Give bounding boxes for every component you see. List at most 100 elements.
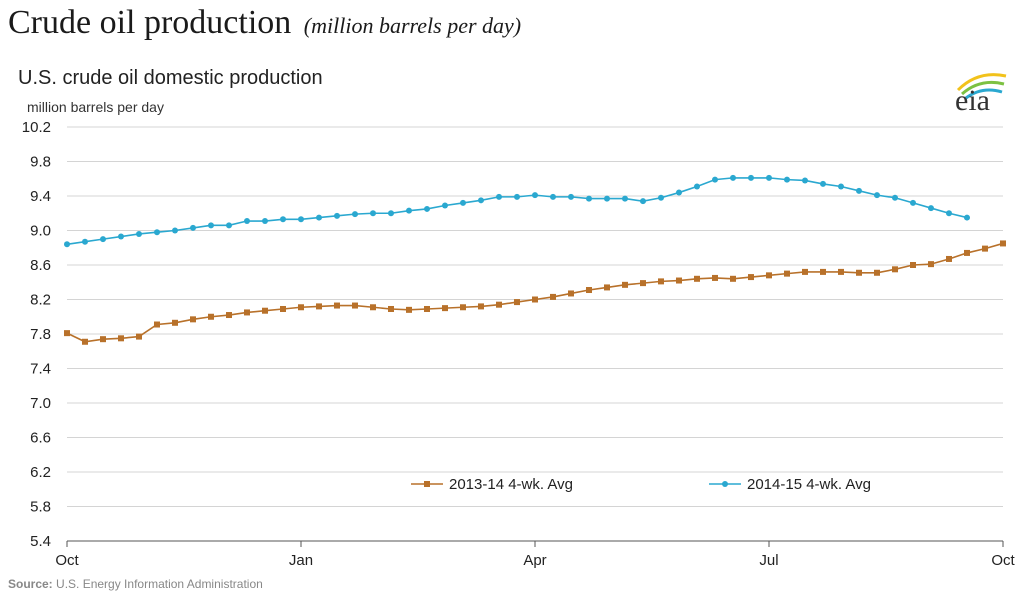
data-point	[856, 269, 862, 276]
data-point	[676, 189, 682, 196]
series-line-1	[66, 242, 1004, 343]
data-point	[460, 304, 466, 311]
data-point	[982, 245, 988, 252]
data-point	[730, 275, 736, 282]
data-point	[568, 193, 574, 200]
y-tick-label: 6.2	[30, 464, 51, 481]
legend-label: 2014-15 4-wk. Avg	[747, 476, 871, 493]
data-point	[172, 227, 178, 234]
data-point	[496, 193, 502, 200]
data-point	[64, 241, 70, 248]
y-axis-label: million barrels per day	[27, 99, 164, 115]
data-point	[532, 296, 538, 303]
data-point	[946, 210, 952, 217]
data-point	[784, 270, 790, 277]
data-point	[604, 195, 610, 202]
x-tick-label: Apr	[523, 552, 546, 569]
data-point	[640, 280, 646, 287]
legend-marker	[424, 481, 430, 487]
y-tick-label: 7.4	[30, 361, 51, 378]
data-point	[514, 193, 520, 200]
data-point	[172, 319, 178, 326]
eia-logo-arc-blue	[965, 88, 1003, 100]
data-point	[820, 180, 826, 187]
chart-title: U.S. crude oil domestic production	[18, 67, 323, 89]
data-point	[640, 198, 646, 205]
grid	[67, 126, 1003, 507]
data-point	[874, 269, 880, 276]
data-point	[478, 197, 484, 204]
data-point	[568, 290, 574, 297]
data-point	[910, 262, 916, 268]
data-point	[586, 195, 592, 202]
x-tick-label: Oct	[991, 552, 1015, 569]
data-point	[118, 335, 124, 342]
data-point	[838, 268, 844, 275]
data-point	[370, 304, 376, 311]
legend: 2013-14 4-wk. Avg 2014-15 4-wk. Avg	[411, 476, 871, 493]
source-note: Source: U.S. Energy Information Administ…	[8, 577, 263, 591]
y-tick-label: 9.4	[30, 188, 51, 205]
data-point	[712, 274, 718, 281]
x-tick-label: Jul	[759, 552, 778, 569]
data-point	[190, 316, 196, 323]
data-point	[280, 216, 286, 223]
data-point	[748, 174, 754, 181]
x-tick-label: Oct	[55, 552, 79, 569]
data-point	[136, 333, 142, 340]
data-point	[208, 313, 214, 320]
y-tick-label: 5.8	[30, 499, 51, 516]
series-lines	[64, 174, 1006, 345]
data-point	[550, 193, 556, 200]
data-point	[604, 284, 610, 291]
data-point	[676, 277, 682, 284]
data-point	[208, 222, 214, 229]
data-point	[316, 303, 322, 310]
data-point	[550, 293, 556, 300]
y-tick-label: 9.8	[30, 154, 51, 171]
data-point	[154, 321, 160, 328]
data-point	[1000, 240, 1006, 247]
data-point	[442, 305, 448, 312]
y-tick-label: 7.8	[30, 326, 51, 343]
data-point	[352, 302, 358, 309]
data-point	[100, 336, 106, 343]
eia-logo-arc-yellow	[956, 73, 1007, 92]
data-point	[766, 174, 772, 181]
data-point	[118, 233, 124, 240]
data-point	[388, 305, 394, 312]
data-point	[388, 210, 394, 217]
data-point	[190, 224, 196, 231]
data-point	[694, 183, 700, 190]
data-point	[838, 183, 844, 190]
data-point	[820, 268, 826, 275]
y-tick-label: 8.2	[30, 292, 51, 309]
data-point	[694, 275, 700, 282]
data-point	[262, 218, 268, 225]
eia-logo-text: eia	[955, 84, 990, 117]
data-point	[82, 338, 88, 345]
data-point	[64, 330, 70, 337]
y-tick-label: 7.0	[30, 395, 51, 412]
x-tick-label: Jan	[289, 552, 313, 569]
data-point	[748, 274, 754, 281]
data-point	[496, 301, 502, 308]
eia-logo-arc-green	[961, 80, 1005, 96]
y-tick-label: 6.6	[30, 430, 51, 447]
data-point	[262, 307, 268, 314]
series-line-2	[66, 177, 968, 246]
y-tick-label: 5.4	[30, 533, 51, 550]
data-point	[100, 236, 106, 243]
data-point	[244, 309, 250, 316]
data-point	[784, 176, 790, 183]
data-point	[622, 281, 628, 288]
data-point	[856, 187, 862, 194]
data-point	[766, 272, 772, 279]
headline-title: Crude oil production	[8, 4, 292, 41]
data-point	[226, 312, 232, 319]
data-point	[730, 174, 736, 181]
data-point	[334, 302, 340, 309]
data-point	[334, 212, 340, 219]
data-point	[226, 222, 232, 229]
